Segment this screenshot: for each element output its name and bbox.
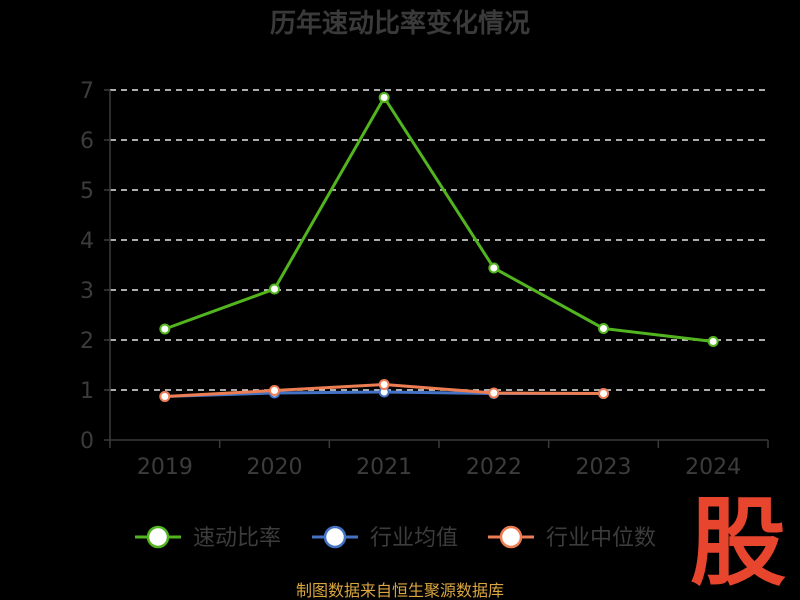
y-tick-label: 0 — [80, 429, 94, 454]
data-point — [269, 283, 280, 295]
x-tick-label: 2024 — [685, 455, 741, 480]
grid — [110, 89, 768, 391]
y-tick-label: 1 — [80, 379, 94, 404]
x-tick-label: 2020 — [247, 455, 303, 480]
data-point — [159, 323, 171, 335]
legend-item[interactable]: 行业中位数 — [488, 525, 656, 551]
series-line — [164, 96, 714, 343]
series-layer — [159, 92, 719, 402]
y-tick-label: 6 — [80, 129, 94, 154]
data-point — [488, 262, 500, 274]
legend-label: 行业均值 — [370, 526, 458, 551]
chart-title: 历年速动比率变化情况 — [270, 8, 530, 39]
y-tick-label: 3 — [80, 279, 94, 304]
source-note: 制图数据来自恒生聚源数据库 — [296, 581, 504, 600]
data-point — [378, 92, 390, 103]
y-tick-label: 4 — [80, 229, 94, 254]
legend-label: 速动比率 — [193, 526, 281, 551]
legend-item[interactable]: 行业均值 — [312, 525, 458, 551]
y-tick-label: 5 — [80, 179, 94, 204]
data-point — [598, 323, 609, 334]
data-point — [598, 388, 609, 399]
legend-marker — [323, 525, 347, 549]
x-tick-label: 2021 — [356, 455, 412, 480]
legend-item[interactable]: 速动比率 — [135, 525, 281, 551]
x-tick-label: 2022 — [466, 455, 522, 480]
x-tick-label: 2019 — [137, 455, 193, 480]
legend[interactable]: 速动比率 行业均值 行业中位数 — [135, 525, 656, 551]
legend-marker — [146, 525, 170, 549]
data-point — [488, 387, 500, 399]
legend-label: 行业中位数 — [546, 526, 656, 551]
data-point — [707, 336, 719, 347]
x-tick-label: 2023 — [576, 455, 632, 480]
brand-logo: 股 — [690, 487, 786, 599]
legend-marker — [499, 525, 523, 549]
y-tick-label: 7 — [80, 79, 94, 104]
axes: 0 1 2 3 4 5 6 7 2019 2020 2021 2022 2023 2024 — [80, 79, 769, 480]
data-point — [159, 391, 171, 402]
y-tick-label: 2 — [80, 329, 94, 354]
data-point — [378, 379, 390, 390]
data-point — [269, 385, 280, 396]
